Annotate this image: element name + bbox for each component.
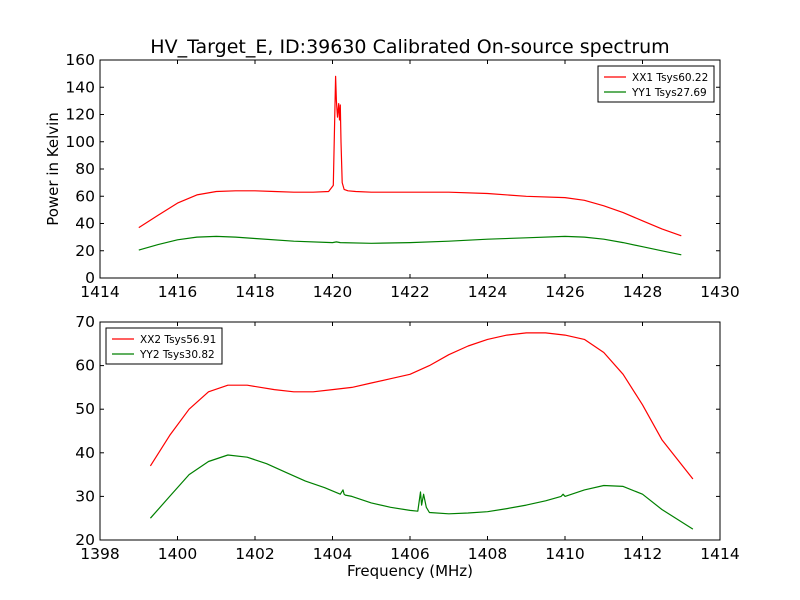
bottom-y-tick-label: 50 bbox=[75, 400, 95, 418]
top-plot-area: 1414 1416 1418 1420 1422 1424 1426 1428 1430 0 20 4… bbox=[65, 51, 739, 301]
bottom-x-tick-label: 1412 bbox=[623, 545, 662, 563]
bottom-chart-xlabel: Frequency (MHz) bbox=[347, 562, 473, 580]
bottom-y-tick-label: 60 bbox=[75, 357, 95, 375]
top-y-tick-label: 160 bbox=[65, 51, 95, 69]
top-series-line-2 bbox=[138, 235, 682, 256]
bottom-x-tick-label: 1410 bbox=[545, 545, 584, 563]
top-x-tick-label: 1430 bbox=[700, 283, 739, 301]
top-legend: XX1 Tsys60.22 YY1 Tsys27.69 bbox=[597, 65, 715, 103]
bottom-series-line-2 bbox=[149, 454, 694, 530]
bottom-legend-box bbox=[105, 327, 223, 365]
top-chart-ylabel: Power in Kelvin bbox=[44, 112, 62, 226]
top-y-tick-label: 100 bbox=[65, 133, 95, 151]
top-legend-label-1: XX1 Tsys60.22 bbox=[632, 72, 708, 84]
top-y-tick-label: 40 bbox=[75, 215, 95, 233]
bottom-y-tick-label: 20 bbox=[75, 531, 95, 549]
bottom-x-tick-label: 1400 bbox=[158, 545, 197, 563]
bottom-chart: Frequency (MHz) 1398 1400 1402 1404 1406 1408… bbox=[75, 313, 739, 580]
bottom-x-tick-label: 1414 bbox=[700, 545, 739, 563]
bottom-legend-label-1: XX2 Tsys56.91 bbox=[140, 334, 216, 346]
bottom-x-tick-label: 1402 bbox=[235, 545, 274, 563]
bottom-x-tick-label: 1408 bbox=[468, 545, 507, 563]
top-y-tick-label: 60 bbox=[75, 187, 95, 205]
bottom-legend: XX2 Tsys56.91 YY2 Tsys30.82 bbox=[105, 327, 223, 365]
top-chart-title: HV_Target_E, ID:39630 Calibrated On-sour… bbox=[150, 36, 669, 58]
top-y-tick-label: 0 bbox=[85, 269, 95, 287]
top-x-tick-label: 1428 bbox=[623, 283, 662, 301]
top-x-tick-label: 1420 bbox=[313, 283, 352, 301]
top-x-tick-label: 1422 bbox=[390, 283, 429, 301]
top-x-tick-label: 1414 bbox=[80, 283, 119, 301]
top-y-tick-label: 140 bbox=[65, 78, 95, 96]
bottom-x-tick-label: 1406 bbox=[390, 545, 429, 563]
bottom-y-tick-label: 30 bbox=[75, 487, 95, 505]
bottom-plot-area: 1398 1400 1402 1404 1406 1408 1410 1412 1414 20 30… bbox=[75, 313, 739, 563]
top-y-tick-label: 20 bbox=[75, 242, 95, 260]
bottom-x-tick-label: 1404 bbox=[313, 545, 352, 563]
bottom-series-line-1 bbox=[149, 332, 694, 480]
bottom-y-tick-label: 40 bbox=[75, 444, 95, 462]
top-x-tick-label: 1424 bbox=[468, 283, 507, 301]
top-y-tick-label: 120 bbox=[65, 106, 95, 124]
top-series-line-1 bbox=[138, 75, 682, 237]
top-x-tick-label: 1426 bbox=[545, 283, 584, 301]
top-legend-box bbox=[597, 65, 715, 103]
top-x-tick-label: 1416 bbox=[158, 283, 197, 301]
bottom-legend-label-2: YY2 Tsys30.82 bbox=[139, 349, 215, 361]
bottom-y-tick-label: 70 bbox=[75, 313, 95, 331]
top-legend-label-2: YY1 Tsys27.69 bbox=[631, 87, 707, 99]
top-chart: HV_Target_E, ID:39630 Calibrated On-sour… bbox=[44, 36, 740, 301]
top-y-tick-label: 80 bbox=[75, 160, 95, 178]
bottom-x-tick-label: 1398 bbox=[80, 545, 119, 563]
top-x-tick-label: 1418 bbox=[235, 283, 274, 301]
